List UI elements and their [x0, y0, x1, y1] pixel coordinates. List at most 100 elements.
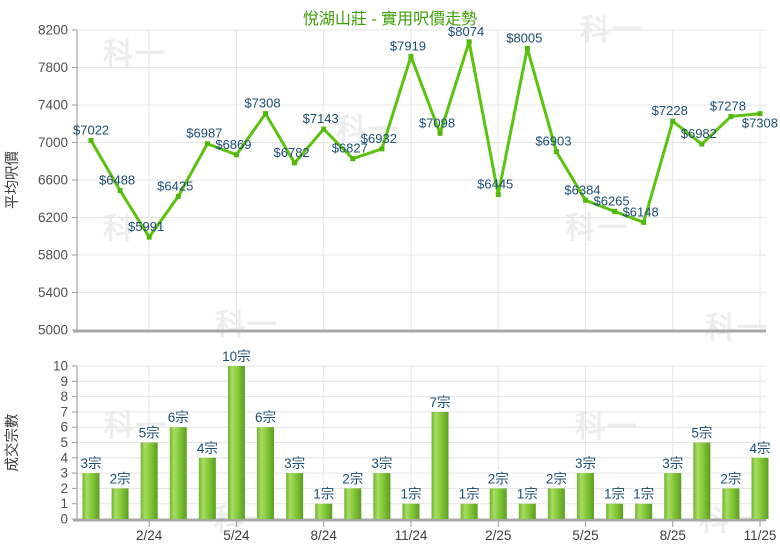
bar-value-label: 2宗	[342, 471, 363, 486]
watermark-text: 科一	[705, 312, 769, 345]
data-point-marker	[437, 130, 443, 136]
volume-bar	[518, 503, 536, 519]
point-value-label: $8005	[506, 30, 542, 45]
y-tick-label: 7400	[38, 98, 68, 113]
data-point-marker	[582, 197, 588, 203]
volume-bar	[751, 457, 769, 519]
data-point-marker	[495, 192, 501, 198]
volume-bar	[606, 503, 624, 519]
bar-value-label: 3宗	[575, 456, 596, 471]
point-value-label: $6827	[332, 141, 368, 156]
bar-value-label: 3宗	[371, 456, 392, 471]
data-point-marker	[146, 234, 152, 240]
volume-bar	[664, 473, 682, 519]
point-value-label: $6384	[564, 182, 600, 197]
volume-bar	[82, 473, 100, 519]
volume-bar	[576, 473, 594, 519]
point-value-label: $6982	[681, 126, 717, 141]
point-value-label: $6488	[99, 173, 135, 188]
y-tick-label: 1	[60, 496, 68, 511]
bar-value-label: 6宗	[255, 410, 276, 425]
bar-value-label: 2宗	[488, 471, 509, 486]
bar-value-label: 2宗	[720, 471, 741, 486]
bar-value-label: 5宗	[139, 426, 160, 441]
watermark-text: 科一	[215, 309, 279, 342]
point-value-label: $6148	[623, 204, 659, 219]
bar-value-label: 4宗	[197, 441, 218, 456]
data-point-marker	[233, 152, 239, 158]
data-point-marker	[263, 111, 269, 117]
data-point-marker	[379, 146, 385, 152]
point-value-label: $6425	[157, 178, 193, 193]
point-value-label: $7143	[303, 111, 339, 126]
bar-value-label: 1宗	[400, 487, 421, 502]
volume-bar	[227, 366, 245, 519]
y-tick-label: 6	[60, 420, 68, 435]
bar-value-label: 3宗	[80, 456, 101, 471]
y-tick-label: 0	[60, 512, 68, 527]
x-tick-label: 5/24	[223, 528, 250, 543]
y-tick-label: 6200	[38, 210, 68, 225]
y-tick-label: 10	[53, 359, 68, 374]
x-tick-label: 2/25	[485, 528, 511, 543]
volume-bar	[257, 427, 275, 519]
point-value-label: $5991	[128, 219, 164, 234]
chart-title: 悅湖山莊 - 實用呎價走勢	[302, 11, 478, 28]
x-tick-label: 8/25	[660, 528, 686, 543]
y-tick-label: 4	[60, 450, 68, 465]
volume-bar	[111, 488, 129, 519]
data-point-marker	[524, 45, 530, 51]
y-axis-title: 平均呎價	[4, 151, 21, 209]
data-point-marker	[466, 39, 472, 45]
data-point-marker	[204, 141, 210, 147]
bar-value-label: 1宗	[604, 487, 625, 502]
volume-bar	[693, 442, 711, 519]
data-point-marker	[757, 111, 763, 117]
data-point-marker	[292, 160, 298, 166]
y-tick-label: 5	[60, 435, 68, 450]
point-value-label: $6869	[215, 137, 251, 152]
data-point-marker	[670, 118, 676, 124]
point-value-label: $6445	[477, 177, 513, 192]
price-line-chart: 5000 5400 5800 6200 6600 7000 7400 7800 8200 $702…	[4, 23, 778, 338]
y-tick-label: 7	[60, 404, 68, 419]
data-point-marker	[321, 126, 327, 132]
point-value-label: $6782	[274, 145, 310, 160]
point-value-label: $7278	[710, 98, 746, 113]
volume-bar	[198, 457, 216, 519]
volume-bar	[169, 427, 187, 519]
watermark-text: 科一	[103, 38, 167, 71]
volume-bar	[547, 488, 565, 519]
volume-bar	[344, 488, 362, 519]
bar-value-label: 1宗	[459, 487, 480, 502]
point-value-label: $7022	[73, 122, 109, 137]
point-value-label: $7919	[390, 38, 426, 53]
bar-value-label: 1宗	[633, 487, 654, 502]
bar-value-label: 6宗	[168, 410, 189, 425]
bar-value-label: 1宗	[313, 487, 334, 502]
data-point-marker	[641, 219, 647, 225]
y-tick-label: 5800	[38, 248, 68, 263]
x-tick-label: 11/25	[744, 528, 777, 543]
x-tick-label: 5/25	[572, 528, 598, 543]
bar-value-label: 7宗	[430, 395, 451, 410]
volume-bar	[489, 488, 507, 519]
x-tick-label: 11/24	[395, 528, 428, 543]
point-value-label: $8074	[448, 24, 484, 39]
bar-value-label: 3宗	[662, 456, 683, 471]
data-point-marker	[553, 149, 559, 155]
data-point-marker	[408, 53, 414, 59]
volume-bar	[140, 442, 158, 519]
bar-value-label: 2宗	[110, 471, 131, 486]
bar-value-label: 1宗	[517, 487, 538, 502]
point-value-label: $6987	[186, 126, 222, 141]
data-point-marker	[612, 208, 618, 214]
point-value-label: $7228	[652, 103, 688, 118]
point-value-label: $7308	[742, 116, 778, 131]
y-tick-label: 2	[60, 481, 68, 496]
y-tick-label: 5000	[38, 323, 68, 338]
volume-bar	[460, 503, 478, 519]
